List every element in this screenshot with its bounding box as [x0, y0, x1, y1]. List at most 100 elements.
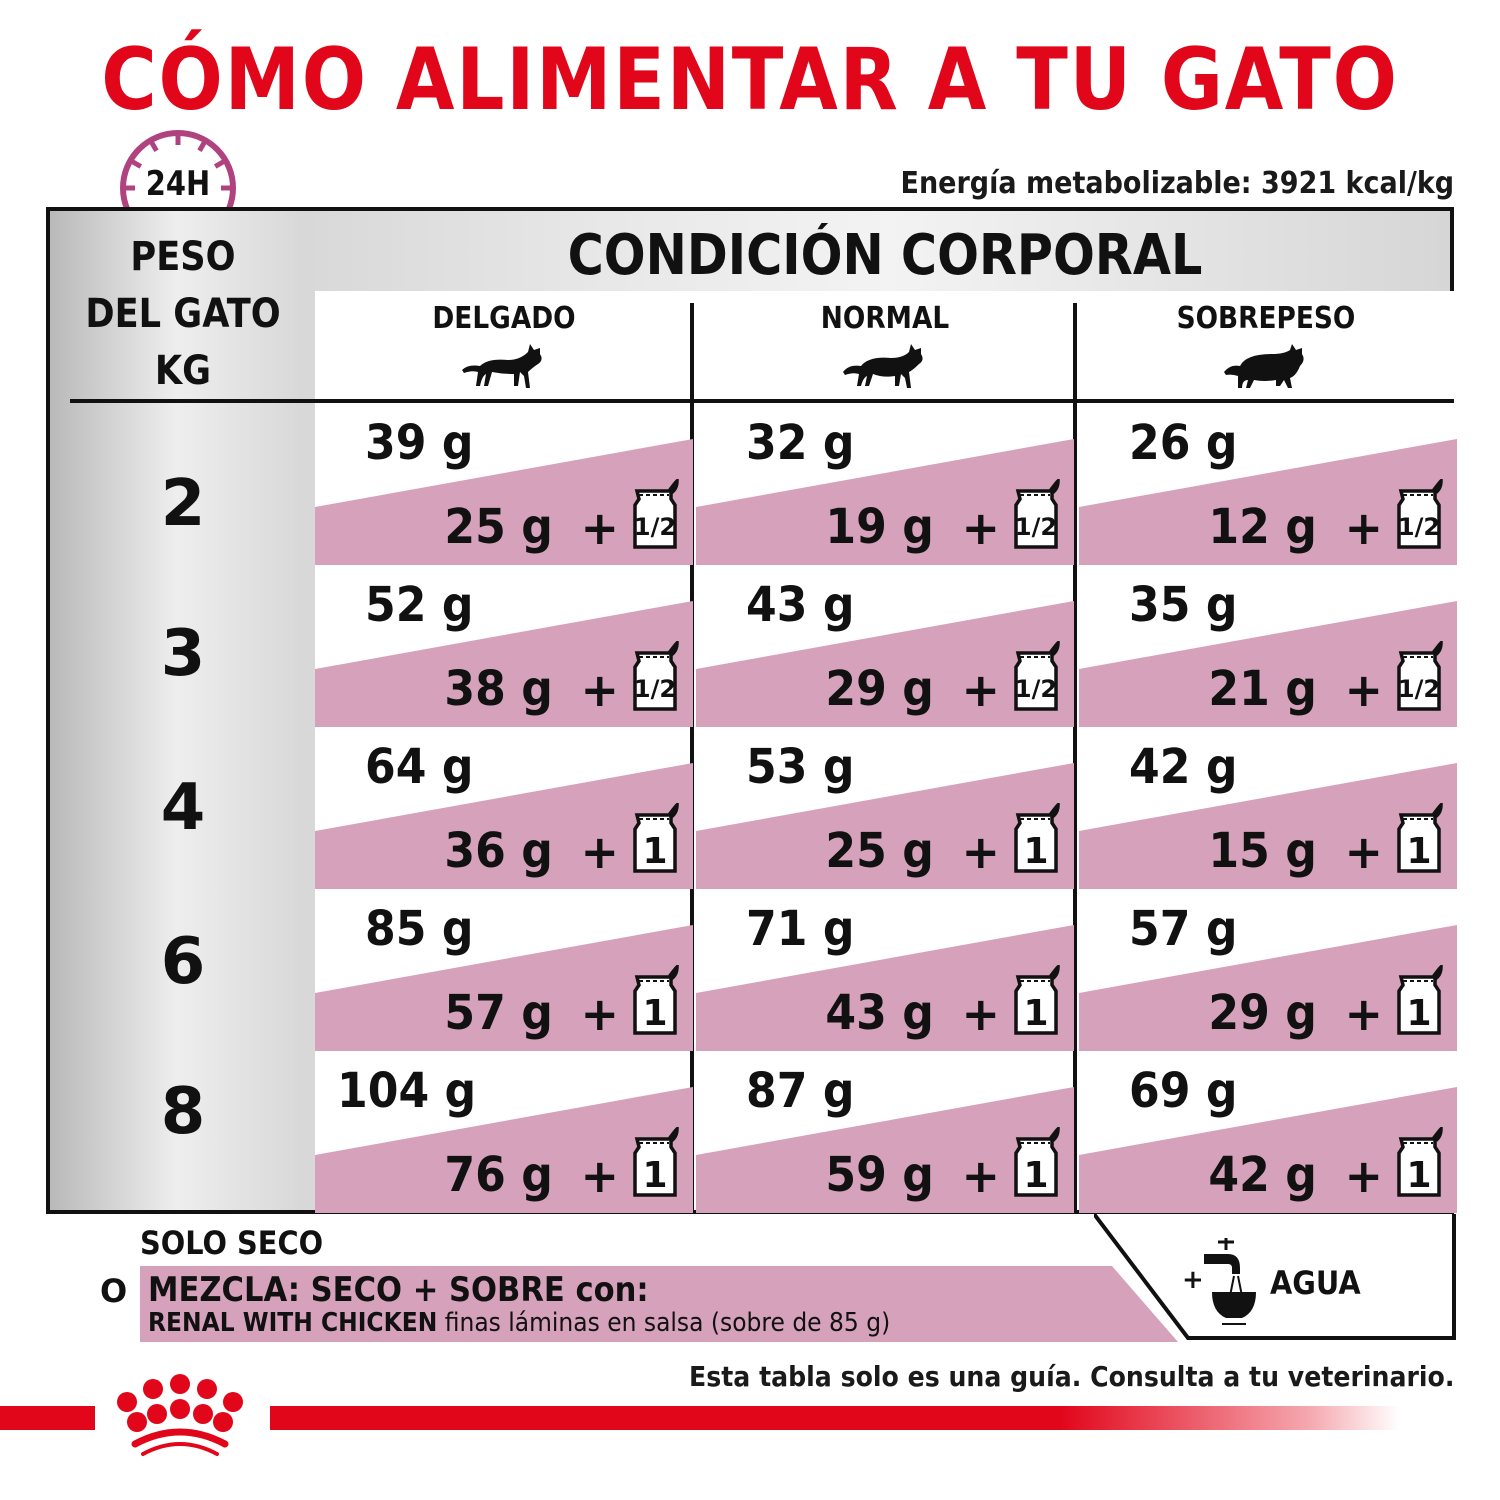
legend-mix-product: RENAL WITH CHICKEN finas láminas en sals…	[148, 1308, 891, 1338]
mix-dry-amount: 21 g	[1208, 661, 1317, 717]
water-label: AGUA	[1270, 1264, 1361, 1302]
feeding-cell: 42 g 15 g + 1	[1079, 727, 1457, 889]
weight-4kg: 4	[160, 771, 206, 845]
disclaimer: Esta tabla solo es una guía. Consulta a …	[688, 1360, 1454, 1393]
overweight-cat-icon	[1224, 344, 1304, 388]
weight-column-header: PESO DEL GATO KG	[85, 234, 281, 394]
pouch-full-icon: 1	[1014, 1127, 1060, 1197]
column-header-sobrepeso: SOBREPESO	[1077, 301, 1455, 396]
dry-only-amount: 57 g	[1129, 901, 1238, 957]
clock-label: 24H	[145, 164, 211, 204]
column-header-normal: NORMAL	[696, 301, 1074, 396]
feeding-cell: 64 g 36 g + 1	[315, 727, 693, 889]
feeding-cell: 71 g 43 g + 1	[696, 889, 1074, 1051]
pouch-full-icon: 1	[633, 965, 679, 1035]
legend-mix-title: MEZCLA: SECO + SOBRE con:	[148, 1270, 649, 1310]
legend-mix-band	[140, 1266, 1178, 1342]
mix-dry-amount: 43 g	[825, 985, 934, 1041]
legend: SOLO SECO O MEZCLA: SECO + SOBRE con: RE…	[0, 1214, 1500, 1354]
pouch-full-icon: 1	[1397, 1127, 1443, 1197]
dry-only-amount: 104 g	[337, 1063, 477, 1119]
svg-text:1: 1	[642, 993, 667, 1034]
pouch-half-icon: 1/2	[1397, 641, 1443, 711]
dry-only-amount: 39 g	[365, 415, 474, 471]
thin-cat-icon	[462, 344, 542, 388]
pouch-full-icon: 1	[633, 803, 679, 873]
feeding-cell: 26 g 12 g + 1/2	[1079, 403, 1457, 565]
weight-3kg: 3	[160, 617, 206, 691]
dry-only-amount: 35 g	[1129, 577, 1238, 633]
feeding-cell: 69 g 42 g + 1	[1079, 1051, 1457, 1213]
svg-text:+: +	[1182, 1265, 1204, 1295]
feeding-cell: 32 g 19 g + 1/2	[696, 403, 1074, 565]
svg-text:1: 1	[1023, 831, 1048, 872]
water-tap-icon: +	[1182, 1238, 1256, 1325]
pouch-full-icon: 1	[1397, 803, 1443, 873]
dry-only-amount: 32 g	[746, 415, 855, 471]
column-header-delgado: DELGADO	[315, 301, 693, 396]
brand-bar	[0, 1406, 95, 1430]
feeding-table: PESO DEL GATO KG CONDICIÓN CORPORAL DELG…	[46, 207, 1457, 1214]
mix-dry-amount: 57 g	[444, 985, 553, 1041]
normal-cat-icon	[843, 344, 923, 388]
dry-only-amount: 43 g	[746, 577, 855, 633]
dry-only-amount: 42 g	[1129, 739, 1238, 795]
24h-clock-icon: 24H	[118, 128, 238, 210]
body-condition-header: CONDICIÓN CORPORAL	[567, 223, 1203, 288]
brand-bar	[270, 1406, 1400, 1430]
mix-dry-amount: 59 g	[825, 1147, 934, 1203]
condition-columns: DELGADO NORMAL SOBREPESO	[315, 291, 1454, 1210]
pouch-full-icon: 1	[1397, 965, 1443, 1035]
pouch-half-icon: 1/2	[1397, 479, 1443, 549]
mix-dry-amount: 25 g	[825, 823, 934, 879]
pouch-full-icon: 1	[1014, 965, 1060, 1035]
legend-or: O	[100, 1272, 128, 1310]
mix-dry-amount: 15 g	[1208, 823, 1317, 879]
weight-8kg: 8	[160, 1075, 206, 1149]
legend-dry-only: SOLO SECO	[140, 1224, 324, 1262]
feeding-cell: 85 g 57 g + 1	[315, 889, 693, 1051]
svg-text:1/2: 1/2	[1015, 675, 1057, 703]
feeding-cell: 87 g 59 g + 1	[696, 1051, 1074, 1213]
feeding-cell: 53 g 25 g + 1	[696, 727, 1074, 889]
mix-dry-amount: 19 g	[825, 499, 934, 555]
svg-text:1: 1	[1406, 1155, 1431, 1196]
feeding-cell: 52 g 38 g + 1/2	[315, 565, 693, 727]
mix-dry-amount: 29 g	[825, 661, 934, 717]
svg-text:1/2: 1/2	[1398, 675, 1440, 703]
feeding-cell: 57 g 29 g + 1	[1079, 889, 1457, 1051]
mix-dry-amount: 29 g	[1208, 985, 1317, 1041]
weight-2kg: 2	[160, 467, 206, 541]
mix-dry-amount: 25 g	[444, 499, 553, 555]
mix-dry-amount: 42 g	[1208, 1147, 1317, 1203]
dry-only-amount: 53 g	[746, 739, 855, 795]
column-divider	[690, 303, 694, 1210]
svg-text:1/2: 1/2	[634, 513, 676, 541]
weight-6kg: 6	[160, 925, 206, 999]
svg-text:1/2: 1/2	[1398, 513, 1440, 541]
dry-only-amount: 85 g	[365, 901, 474, 957]
royal-canin-crown-logo	[117, 1374, 243, 1456]
dry-only-amount: 64 g	[365, 739, 474, 795]
dry-only-amount: 69 g	[1129, 1063, 1238, 1119]
feeding-cell: 43 g 29 g + 1/2	[696, 565, 1074, 727]
mix-dry-amount: 38 g	[444, 661, 553, 717]
dry-only-amount: 87 g	[746, 1063, 855, 1119]
mix-dry-amount: 36 g	[444, 823, 553, 879]
dry-only-amount: 52 g	[365, 577, 474, 633]
feeding-cell: 39 g 25 g + 1/2	[315, 403, 693, 565]
svg-text:1: 1	[1023, 1155, 1048, 1196]
svg-text:1: 1	[642, 831, 667, 872]
feeding-cell: 104 g 76 g + 1	[315, 1051, 693, 1213]
svg-text:1: 1	[1406, 831, 1431, 872]
svg-text:1: 1	[1023, 993, 1048, 1034]
header-divider	[70, 399, 1454, 403]
svg-text:1: 1	[1406, 993, 1431, 1034]
pouch-half-icon: 1/2	[1014, 641, 1060, 711]
pouch-half-icon: 1/2	[1014, 479, 1060, 549]
svg-text:1: 1	[642, 1155, 667, 1196]
dry-only-amount: 71 g	[746, 901, 855, 957]
pouch-full-icon: 1	[1014, 803, 1060, 873]
dry-only-amount: 26 g	[1129, 415, 1238, 471]
mix-dry-amount: 12 g	[1208, 499, 1317, 555]
